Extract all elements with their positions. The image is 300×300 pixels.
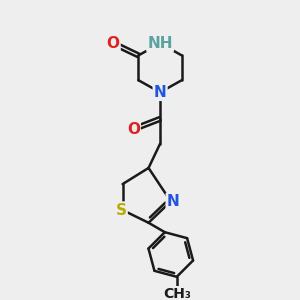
- Text: N: N: [154, 85, 166, 100]
- Text: N: N: [167, 194, 179, 209]
- Text: NH: NH: [147, 36, 173, 51]
- Text: O: O: [127, 122, 140, 137]
- Text: S: S: [116, 202, 127, 217]
- Text: CH₃: CH₃: [163, 287, 191, 300]
- Text: O: O: [106, 36, 120, 51]
